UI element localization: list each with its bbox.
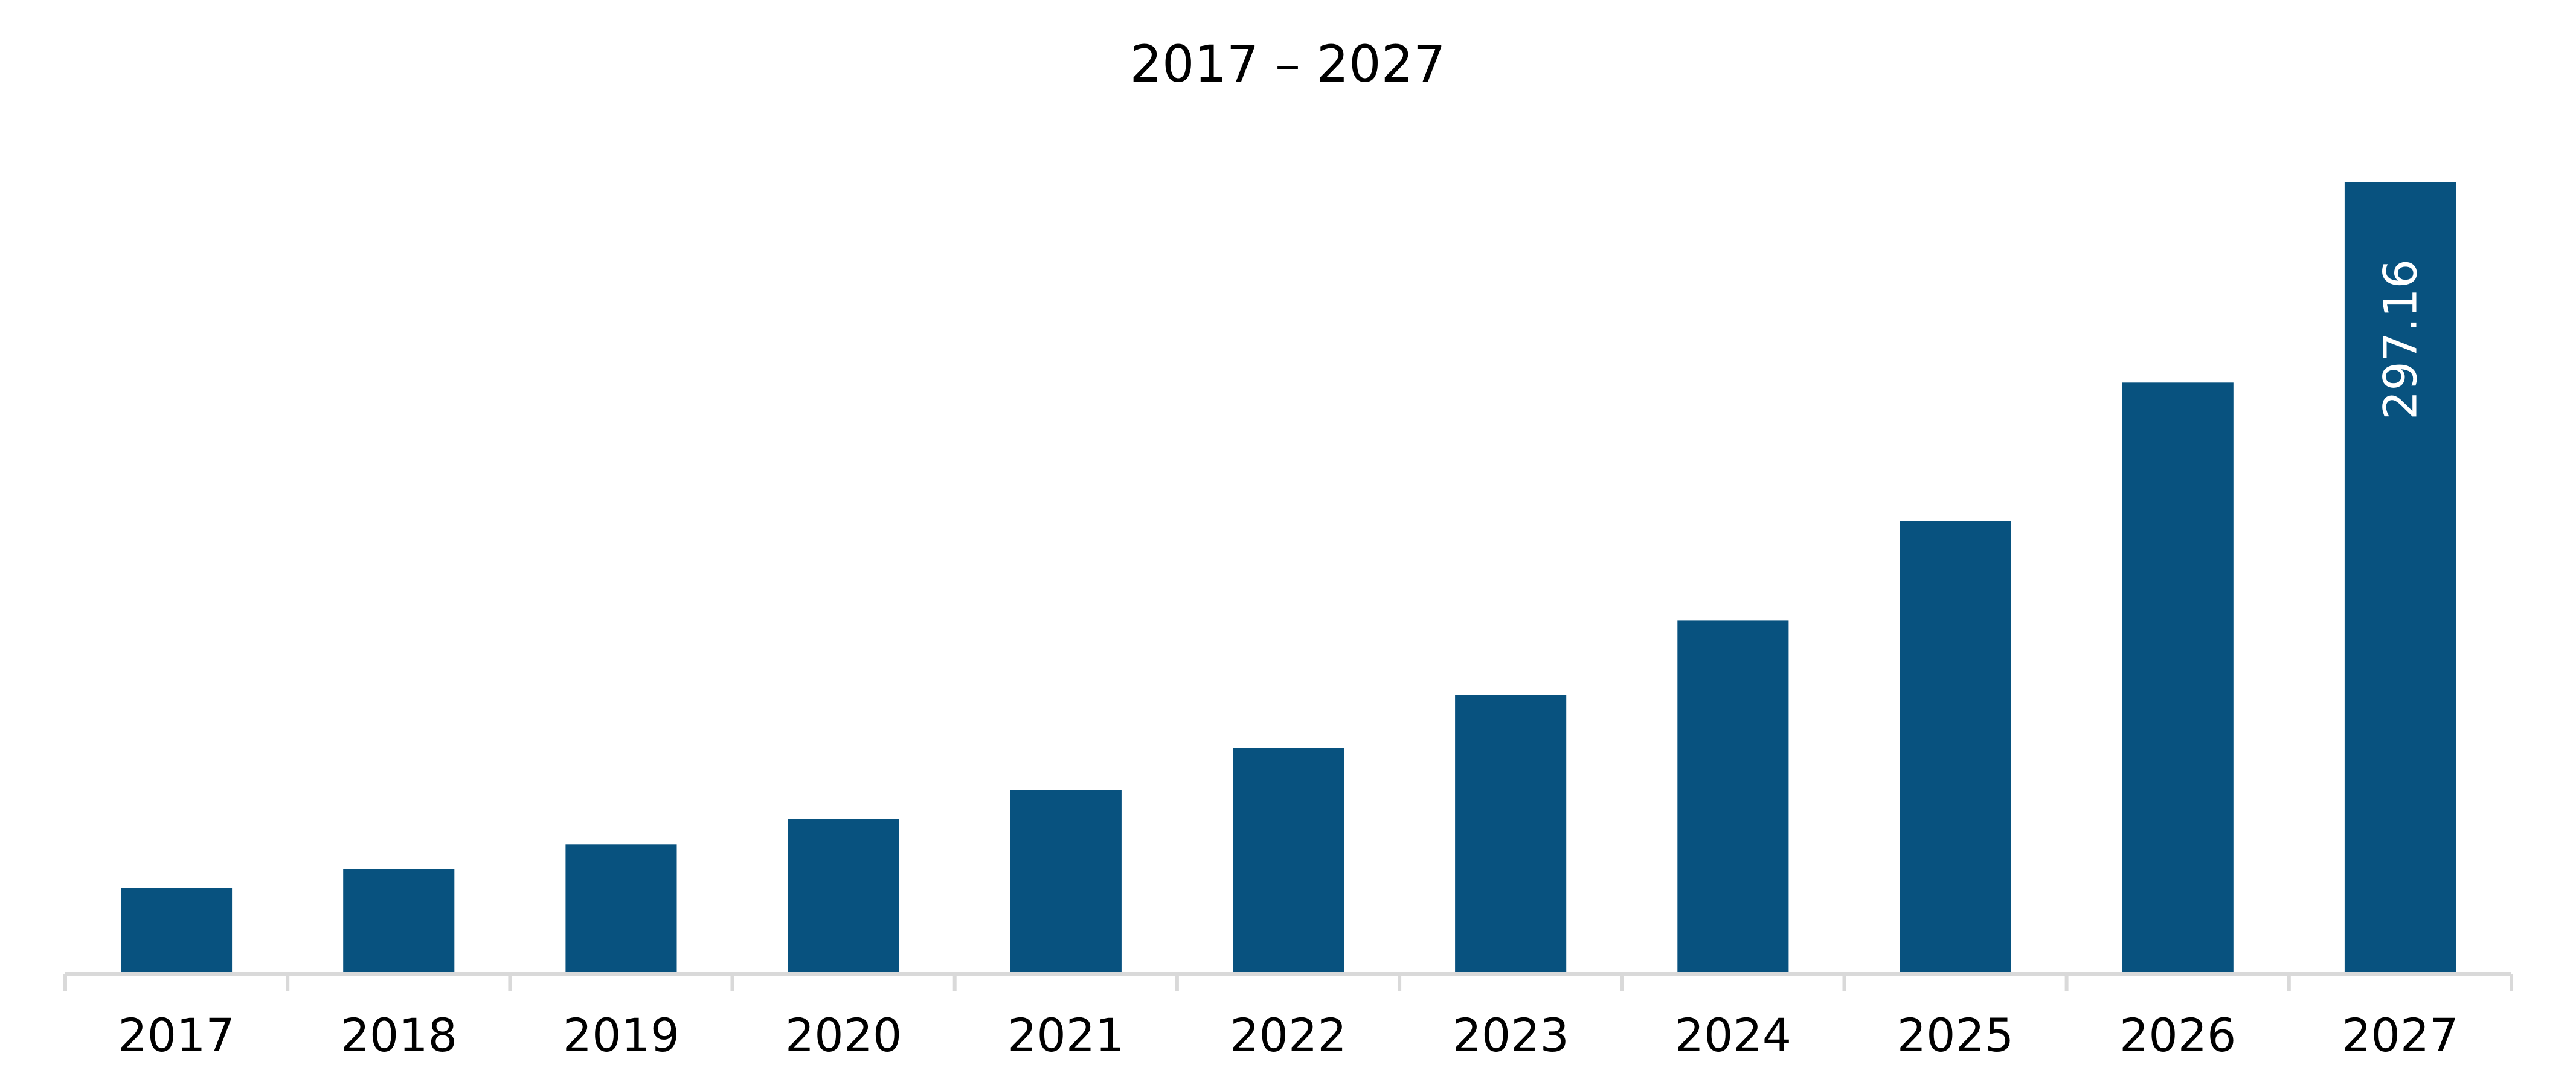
bar-2021 [1010,790,1122,974]
x-tick-label-2026: 2026 [2119,1008,2236,1062]
bar-2027 [2344,182,2456,974]
x-tick-label-2022: 2022 [1230,1008,1346,1062]
x-tick-label-2021: 2021 [1007,1008,1124,1062]
chart-title: 2017 – 2027 [1130,34,1446,94]
x-tick-label-2020: 2020 [785,1008,902,1062]
x-tick-label-2017: 2017 [118,1008,234,1062]
x-tick-label-2018: 2018 [341,1008,457,1062]
bar-2017 [121,888,233,974]
bar-2024 [1677,620,1789,974]
tick-labels-group: 2017 2018 2019 2020 2021 2022 2023 2024 2025 2026… [118,259,2458,1062]
x-tick-label-2019: 2019 [563,1008,679,1062]
data-label-2027: 297.16 [2373,259,2427,420]
bar-2020 [788,819,899,974]
bar-2022 [1233,748,1344,974]
bar-2026 [2122,382,2234,974]
bar-2018 [343,869,455,974]
bar-2025 [1900,521,2011,974]
bars-group [121,182,2456,974]
bar-2019 [565,844,677,974]
x-tick-label-2024: 2024 [1675,1008,1791,1062]
x-tick-label-2023: 2023 [1452,1008,1569,1062]
x-tick-label-2025: 2025 [1897,1008,2014,1062]
x-axis [63,972,2513,991]
bar-2023 [1455,695,1567,974]
x-tick-label-2027: 2027 [2342,1008,2458,1062]
